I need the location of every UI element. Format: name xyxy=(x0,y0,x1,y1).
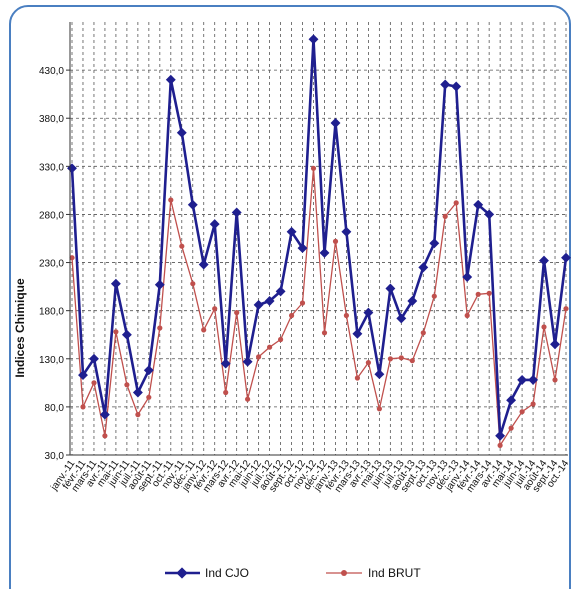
data-point-ind-brut xyxy=(508,425,514,431)
data-point-ind-brut xyxy=(234,310,240,316)
data-point-ind-brut xyxy=(80,404,86,410)
data-point-ind-brut xyxy=(409,358,415,364)
series-line-ind-brut xyxy=(71,167,567,447)
data-point-ind-brut xyxy=(365,360,371,366)
data-point-ind-brut xyxy=(310,165,317,171)
y-tick-label: 230,0 xyxy=(39,259,64,270)
legend-circle-icon xyxy=(341,570,347,576)
data-point-ind-brut xyxy=(321,330,328,336)
data-point-ind-brut xyxy=(332,238,339,244)
data-point-ind-brut xyxy=(541,324,547,330)
y-tick-label: 330,0 xyxy=(39,162,64,173)
y-tick-label: 180,0 xyxy=(39,307,64,318)
data-point-ind-brut xyxy=(102,433,108,439)
data-point-ind-brut xyxy=(179,243,185,249)
data-point-ind-brut xyxy=(278,336,284,343)
data-point-ind-brut xyxy=(157,325,163,331)
data-point-ind-brut xyxy=(563,306,569,312)
data-point-ind-brut xyxy=(201,327,207,333)
data-point-ind-brut xyxy=(190,281,196,287)
y-tick-label: 380,0 xyxy=(39,114,64,125)
data-point-ind-cjo xyxy=(539,255,549,266)
data-point-ind-brut xyxy=(431,293,437,299)
data-point-ind-cjo xyxy=(517,374,528,385)
legend-label-ind-brut: Ind BRUT xyxy=(368,566,421,580)
series-line-ind-cjo xyxy=(70,37,568,438)
data-point-ind-brut xyxy=(442,213,448,219)
data-point-ind-cjo xyxy=(165,74,176,85)
data-point-ind-cjo xyxy=(231,207,242,218)
data-point-ind-cjo xyxy=(528,374,539,385)
data-point-ind-brut xyxy=(453,200,459,206)
data-point-ind-brut xyxy=(475,291,481,297)
y-axis-title: Indices Chimique xyxy=(13,278,27,378)
data-point-ind-brut xyxy=(398,355,404,361)
legend-label-ind-cjo: Ind CJO xyxy=(205,566,249,580)
y-tick-label: 430,0 xyxy=(39,66,64,77)
data-point-ind-cjo xyxy=(176,127,187,138)
data-point-ind-brut xyxy=(486,290,492,296)
data-point-ind-brut xyxy=(69,255,75,261)
data-point-ind-brut xyxy=(354,375,360,381)
data-point-ind-brut xyxy=(245,396,251,402)
data-point-ind-brut xyxy=(212,306,218,312)
x-tick-labels: janv.-11févr.-11mars-11avr.-11mai-11juin… xyxy=(48,458,571,495)
chart-border xyxy=(9,5,571,589)
data-point-ind-brut xyxy=(376,406,382,412)
data-point-ind-brut xyxy=(135,412,141,418)
data-point-ind-brut xyxy=(387,356,393,362)
y-tick-labels: 30,0 80,0 130,0 180,0 230,0 280,0 330,0 380,0 43… xyxy=(39,66,64,462)
data-point-ind-cjo xyxy=(550,339,560,350)
y-tick-label: 30,0 xyxy=(45,451,65,462)
data-point-ind-brut xyxy=(113,329,119,335)
data-point-ind-brut xyxy=(519,409,525,415)
data-point-ind-brut xyxy=(552,377,558,383)
data-point-ind-brut xyxy=(168,197,174,203)
data-point-ind-brut xyxy=(530,401,536,407)
data-point-ind-brut xyxy=(299,300,306,306)
data-point-ind-brut xyxy=(124,382,130,388)
data-point-ind-brut xyxy=(343,312,349,319)
grid-lines xyxy=(66,22,568,456)
data-point-ind-cjo xyxy=(209,219,220,230)
data-point-ind-brut xyxy=(256,354,262,360)
data-point-ind-brut xyxy=(420,330,426,336)
data-point-ind-brut xyxy=(289,312,295,319)
data-point-ind-brut xyxy=(146,394,152,400)
y-tick-label: 80,0 xyxy=(45,403,65,414)
data-point-ind-brut xyxy=(223,389,229,396)
data-point-ind-brut xyxy=(464,312,470,319)
y-tick-label: 130,0 xyxy=(39,355,64,366)
data-point-ind-cjo xyxy=(561,252,571,263)
data-point-ind-brut xyxy=(497,442,503,448)
data-point-ind-brut xyxy=(267,344,273,350)
y-tick-label: 280,0 xyxy=(39,210,64,221)
data-point-ind-cjo xyxy=(187,199,198,210)
data-point-ind-brut xyxy=(91,380,97,386)
